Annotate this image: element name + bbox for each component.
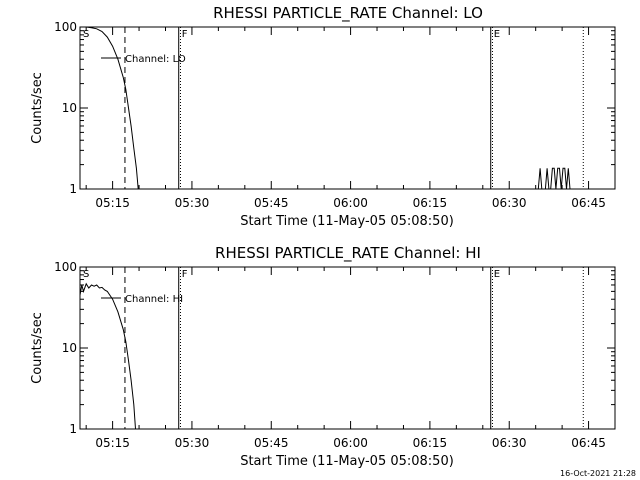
- series-line: [537, 167, 571, 190]
- y-ticks: 1 10 100: [54, 20, 615, 196]
- legend-label: Channel: HI: [125, 294, 183, 305]
- series-line: [80, 26, 139, 190]
- x-tick-label: 05:30: [175, 196, 210, 210]
- x-tick-label: 05:45: [254, 196, 289, 210]
- x-axis-label: Start Time (11-May-05 05:08:50): [240, 454, 454, 469]
- series-group: [79, 282, 136, 430]
- chart-title: RHESSI PARTICLE_RATE Channel: LO: [213, 4, 483, 23]
- x-tick-label: 05:15: [95, 436, 130, 450]
- series-line: [79, 282, 136, 430]
- y-tick-label: 1: [69, 422, 77, 436]
- x-tick-label: 05:30: [175, 436, 210, 450]
- plot-frame: [79, 266, 616, 430]
- legend: Channel: LO: [101, 54, 186, 65]
- series-group: [80, 26, 571, 190]
- x-ticks: 05:15 05:30 05:45 06:00 06:15 06:30 06:45: [85, 27, 616, 210]
- legend-label: Channel: LO: [125, 54, 186, 65]
- y-ticks: 1 10 100: [54, 260, 615, 436]
- x-tick-label: 06:00: [333, 436, 368, 450]
- x-ticks: 05:15 05:30 05:45 06:00 06:15 06:30 06:45: [85, 267, 616, 450]
- x-tick-label: 06:30: [492, 196, 527, 210]
- x-tick-label: 06:00: [333, 196, 368, 210]
- plot-frame: [79, 26, 616, 190]
- y-tick-label: 10: [62, 101, 77, 115]
- event-marker-label: S: [83, 29, 89, 40]
- legend: Channel: HI: [101, 294, 183, 305]
- y-tick-label: 10: [62, 341, 77, 355]
- event-marker-label: E: [494, 269, 500, 280]
- panel-hi: RHESSI PARTICLE_RATE Channel: HI Counts/…: [30, 244, 616, 469]
- x-axis-label: Start Time (11-May-05 05:08:50): [240, 214, 454, 229]
- x-tick-label: 06:15: [413, 196, 448, 210]
- panel-lo: RHESSI PARTICLE_RATE Channel: LO Counts/…: [30, 4, 616, 229]
- y-tick-label: 100: [54, 260, 77, 274]
- y-axis-label: Counts/sec: [30, 312, 45, 384]
- chart-title: RHESSI PARTICLE_RATE Channel: HI: [215, 244, 481, 263]
- event-marker-label: F: [182, 29, 188, 40]
- x-tick-label: 05:15: [95, 196, 130, 210]
- x-tick-label: 06:15: [413, 436, 448, 450]
- footer-timestamp: 16-Oct-2021 21:28: [560, 469, 636, 478]
- event-marker-label: E: [494, 29, 500, 40]
- event-marker-label: F: [182, 269, 188, 280]
- event-marker-label: S: [83, 269, 89, 280]
- x-tick-label: 05:45: [254, 436, 289, 450]
- y-tick-label: 100: [54, 20, 77, 34]
- x-tick-label: 06:45: [571, 436, 606, 450]
- y-axis-label: Counts/sec: [30, 72, 45, 144]
- x-tick-label: 06:45: [571, 196, 606, 210]
- x-tick-label: 06:30: [492, 436, 527, 450]
- y-tick-label: 1: [69, 182, 77, 196]
